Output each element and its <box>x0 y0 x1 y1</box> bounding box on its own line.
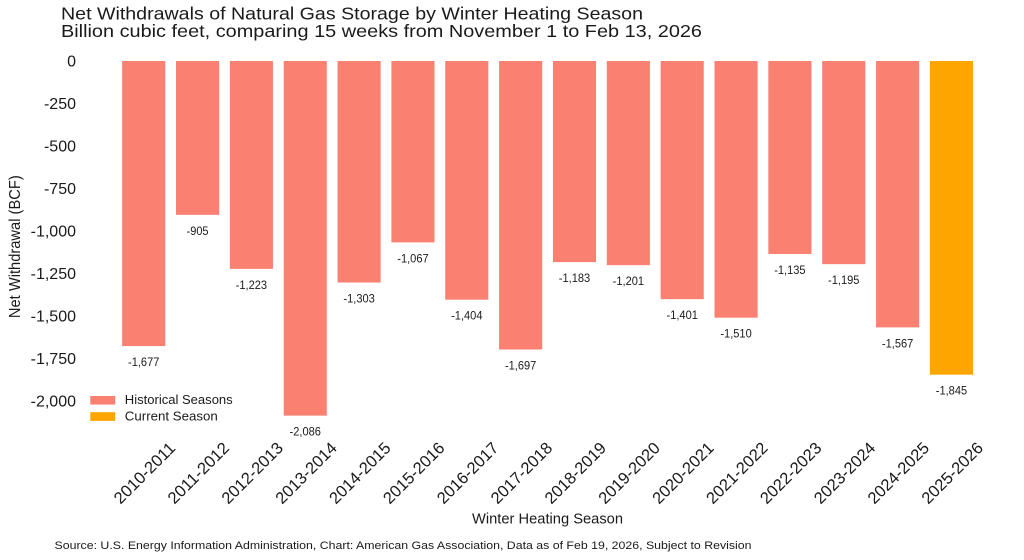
svg-text:Winter Heating Season: Winter Heating Season <box>472 510 623 527</box>
svg-text:-1,201: -1,201 <box>613 276 644 288</box>
svg-text:-1,250: -1,250 <box>31 266 76 283</box>
svg-text:-1,303: -1,303 <box>343 293 374 305</box>
svg-text:Historical Seasons: Historical Seasons <box>125 392 233 407</box>
svg-text:-1,401: -1,401 <box>667 310 698 322</box>
svg-text:-1,567: -1,567 <box>882 338 913 350</box>
svg-text:0: 0 <box>67 54 76 71</box>
svg-text:-1,067: -1,067 <box>397 253 428 265</box>
svg-text:-1,697: -1,697 <box>505 360 536 372</box>
svg-text:-2,000: -2,000 <box>31 394 76 411</box>
svg-text:-1,000: -1,000 <box>31 224 76 241</box>
svg-text:Net Withdrawals of Natural Gas: Net Withdrawals of Natural Gas Storage b… <box>61 4 643 24</box>
svg-text:-1,510: -1,510 <box>720 329 751 341</box>
svg-text:-1,135: -1,135 <box>774 265 805 277</box>
svg-text:-1,183: -1,183 <box>559 273 590 285</box>
svg-text:Current Season: Current Season <box>125 408 218 423</box>
svg-text:-1,845: -1,845 <box>936 386 967 398</box>
svg-text:-1,750: -1,750 <box>31 351 76 368</box>
svg-text:-1,223: -1,223 <box>236 280 267 292</box>
svg-text:Source: U.S. Energy Informatio: Source: U.S. Energy Information Administ… <box>55 540 752 552</box>
svg-text:-1,404: -1,404 <box>451 311 483 323</box>
svg-text:Billion cubic feet, comparing: Billion cubic feet, comparing 15 weeks f… <box>61 21 702 41</box>
svg-text:-750: -750 <box>44 181 76 198</box>
svg-text:-1,195: -1,195 <box>828 275 859 287</box>
svg-text:-905: -905 <box>187 226 209 238</box>
svg-text:-1,500: -1,500 <box>31 309 76 326</box>
svg-text:-2,086: -2,086 <box>290 427 321 439</box>
svg-text:Net Withdrawal (BCF): Net Withdrawal (BCF) <box>7 175 24 318</box>
svg-text:-500: -500 <box>44 139 76 156</box>
svg-text:-1,677: -1,677 <box>128 357 159 369</box>
svg-text:-250: -250 <box>44 96 76 113</box>
